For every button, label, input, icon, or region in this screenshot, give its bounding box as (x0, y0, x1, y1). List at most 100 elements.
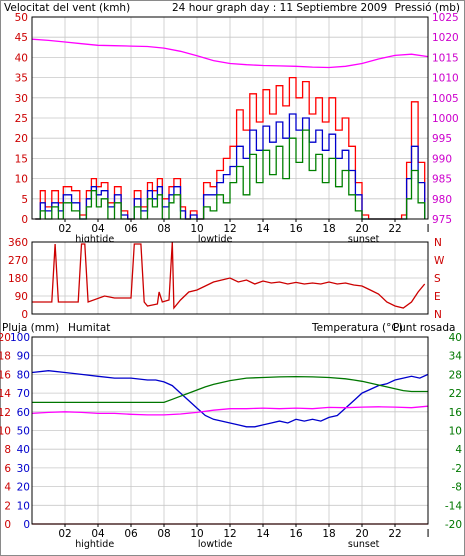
x-tick-label-p1: 10 (190, 223, 203, 235)
x-end-label-p3: I (426, 528, 429, 540)
event-label-p1: hightide (75, 234, 114, 245)
humidity-tick-label: 30 (17, 463, 30, 475)
pressure-tick-label: 1015 (432, 52, 459, 64)
direction-tick-label: 0 (21, 309, 28, 321)
series-direction (32, 241, 426, 310)
wind-title: Velocitat del vent (kmh) (4, 2, 130, 14)
x-tick-label-p3: 16 (289, 528, 303, 540)
direction-tick-label: 90 (15, 291, 28, 303)
wind-direction-panel: 0 N 90 E 180 S 270 W 360 N (8, 237, 445, 321)
direction-tick-label: 360 (8, 237, 28, 249)
x-tick-label-p3: 14 (256, 528, 270, 540)
humidity-axis-title: Humitat (68, 322, 110, 334)
humidity-tick-label: 90 (17, 351, 30, 363)
series-minimum (35, 129, 426, 220)
compass-label: E (434, 291, 441, 303)
compass-label: N (434, 309, 442, 321)
humidity-tick-label: 40 (17, 444, 30, 456)
pressure-tick-label: 1000 (432, 113, 459, 125)
rain-tick-label: 10 (0, 426, 11, 438)
series-temperature (32, 375, 428, 404)
x-tick-label-p1: 04 (91, 223, 105, 235)
x-tick-label-p3: 20 (355, 528, 368, 540)
x-tick-label-p1: 08 (157, 223, 170, 235)
temperature-axis-title: Temperatura (°C) (311, 322, 403, 334)
x-tick-label-p1: 18 (322, 223, 335, 235)
dewpoint-axis-title: Punt rosada (393, 322, 455, 334)
day-title: 24 hour graph day : 11 Septiembre 2009 (172, 2, 387, 14)
wind-tick-label: 15 (15, 153, 28, 165)
x-tick-label-p1: 16 (289, 223, 303, 235)
pressure-tick-label: 1010 (432, 73, 459, 85)
x-tick-label-p3: 10 (190, 528, 203, 540)
event-label-p1: sunset (348, 234, 380, 245)
wind-tick-label: 5 (21, 194, 28, 206)
rain-tick-label: 8 (4, 444, 11, 456)
x-tick-label-p3: 04 (91, 528, 105, 540)
rain-tick-label: 12 (0, 407, 11, 419)
pressure-tick-label: 1020 (432, 32, 459, 44)
pressure-tick-label: 980 (432, 194, 452, 206)
wind-tick-label: 45 (15, 32, 28, 44)
rain-tick-label: 20 (0, 332, 11, 344)
temperature-tick-label: 10 (449, 426, 462, 438)
humidity-tick-label: 100 (10, 332, 30, 344)
compass-label: N (434, 237, 442, 249)
rain-tick-label: 2 (4, 500, 11, 512)
event-label-p3: sunset (348, 539, 380, 550)
compass-label: S (434, 273, 441, 285)
temperature-tick-label: -8 (452, 482, 462, 494)
humidity-tick-label: 60 (17, 407, 30, 419)
pressure-tick-label: 1025 (432, 12, 459, 24)
x-end-label-p1: I (426, 223, 429, 235)
temperature-tick-label: 34 (449, 351, 463, 363)
pressure-title: Pressió (mb) (395, 2, 460, 14)
humidity-tick-label: 50 (17, 426, 30, 438)
event-label-p3: lowtide (198, 539, 233, 550)
rain-tick-label: 0 (4, 519, 11, 531)
x-tick-label-p1: 22 (388, 223, 401, 235)
temperature-tick-label: 4 (455, 444, 462, 456)
humidity-tick-label: 20 (17, 482, 30, 494)
rain-tick-label: 4 (4, 482, 11, 494)
x-tick-label-p1: 12 (223, 223, 236, 235)
series-dewpoint (31, 405, 429, 416)
rain-tick-label: 6 (4, 463, 11, 475)
humidity-tick-label: 10 (17, 500, 30, 512)
temperature-tick-label: -2 (452, 463, 462, 475)
x-tick-label-p1: 14 (256, 223, 270, 235)
rain-tick-label: 16 (0, 369, 11, 381)
x-tick-label-p3: 18 (322, 528, 335, 540)
direction-tick-label: 180 (8, 273, 28, 285)
wind-tick-label: 35 (15, 73, 28, 85)
wind-tick-label: 50 (15, 12, 28, 24)
wind-tick-label: 0 (21, 214, 28, 226)
x-tick-label-p1: 02 (58, 223, 71, 235)
direction-tick-label: 270 (8, 255, 28, 267)
x-tick-label-p3: 08 (157, 528, 170, 540)
x-tick-label-p1: 20 (355, 223, 368, 235)
rain-tick-label: 18 (0, 351, 11, 363)
temperature-tick-label: 16 (449, 407, 463, 419)
pressure-tick-label: 985 (432, 174, 452, 186)
event-label-p3: hightide (75, 539, 114, 550)
event-label-p1: lowtide (198, 234, 233, 245)
temperature-tick-label: 22 (449, 388, 462, 400)
wind-tick-label: 30 (15, 93, 28, 105)
pressure-tick-label: 990 (432, 153, 452, 165)
plot-frame (31, 241, 429, 315)
temperature-tick-label: -14 (445, 500, 462, 512)
wind-tick-label: 40 (15, 52, 28, 64)
temperature-tick-label: 40 (449, 332, 462, 344)
x-tick-label-p1: 06 (124, 223, 138, 235)
wind-tick-label: 20 (15, 133, 28, 145)
humidity-tick-label: 80 (17, 369, 30, 381)
humidity-tick-label: 70 (17, 388, 30, 400)
compass-label: W (434, 255, 445, 267)
wind-tick-label: 10 (15, 174, 28, 186)
rain-axis-title: Pluja (mm) (2, 322, 59, 334)
x-tick-label-p3: 02 (58, 528, 71, 540)
x-tick-label-p3: 12 (223, 528, 236, 540)
